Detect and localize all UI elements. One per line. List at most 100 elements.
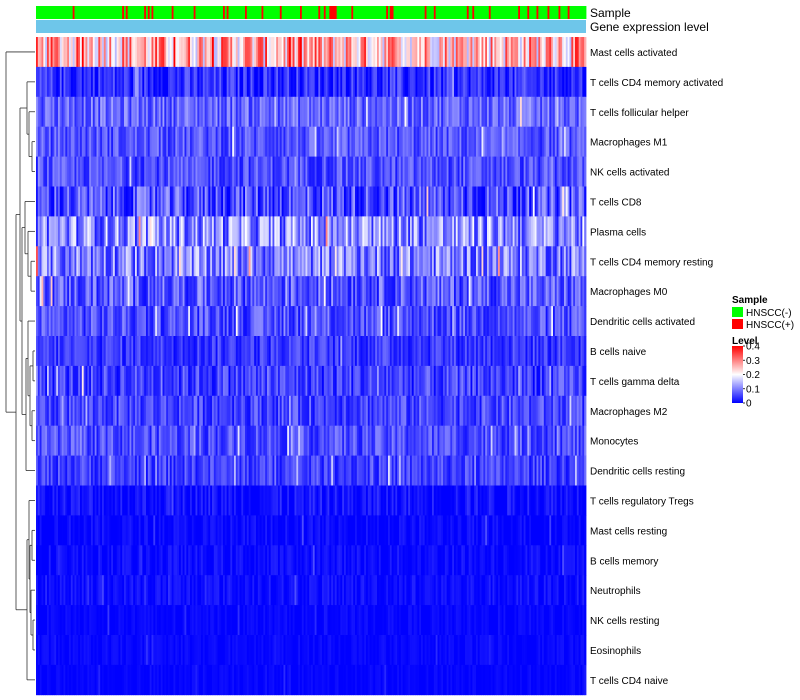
heatmap-cell [228,126,231,157]
heatmap-cell [41,37,44,68]
heatmap-cell [74,216,77,247]
heatmap-cell [342,365,345,397]
heatmap-cell [300,336,303,367]
heatmap-cell [499,66,503,98]
heatmap-cell [289,276,292,307]
heatmap-cell [573,156,576,187]
heatmap-cell [122,276,125,307]
sample-cell [545,6,548,19]
heatmap-cell [135,276,138,307]
heatmap-cell [400,156,404,187]
heatmap-cell [81,485,85,516]
heatmap-cell [133,66,136,98]
heatmap-cell [532,216,536,247]
heatmap-cell [514,246,517,277]
heatmap-cell [481,66,484,98]
heatmap-cell [565,425,569,456]
heatmap-cell [494,216,497,247]
heatmap-cell [230,276,233,307]
heatmap-cell [151,485,154,516]
sample-cell [197,6,200,19]
heatmap-cell [498,216,501,247]
heatmap-cell [466,246,470,277]
heatmap-cell [554,37,558,68]
sample-cell [298,6,301,19]
heatmap-cell [92,425,96,456]
heatmap-cell [267,216,270,247]
heatmap-cell [256,186,259,217]
heatmap-cell [380,216,383,247]
sample-cell [283,6,286,19]
heatmap-cell [217,485,220,516]
heatmap-cell [94,306,97,337]
heatmap-cell [63,365,66,397]
heatmap-cell [378,66,382,98]
heatmap-cell [210,246,213,277]
heatmap-cell [61,246,64,277]
heatmap-cell [208,276,211,307]
heatmap-cell [479,336,482,367]
heatmap-cell [584,276,587,307]
heatmap-cell [311,96,314,128]
heatmap-cell [59,395,63,427]
heatmap-cell [127,186,130,217]
heatmap-cell [50,186,53,217]
heatmap-cell [166,395,169,427]
heatmap-cell [230,126,233,157]
heatmap-cell [92,395,96,427]
heatmap-cell [389,336,393,367]
heatmap-cell [76,336,79,367]
heatmap-cell [228,455,231,486]
heatmap-cell [58,395,61,427]
heatmap-cell [342,126,345,157]
heatmap-cell [254,37,257,68]
heatmap-cell [76,156,79,187]
heatmap-cell [413,126,416,157]
heatmap-cell [91,455,94,486]
sample-cell [131,6,134,19]
heatmap-cell [80,276,83,307]
heatmap-cell [521,306,525,337]
heatmap-cell [235,126,239,157]
heatmap-cell [254,395,257,427]
heatmap-cell [562,66,565,98]
heatmap-cell [470,306,473,337]
heatmap-cell [565,455,569,486]
heatmap-cell [384,66,387,98]
heatmap-cell [98,126,101,157]
heatmap-cell [265,276,268,307]
heatmap-cell [195,186,198,217]
heatmap-cell [325,395,328,427]
heatmap-cell [122,66,125,98]
heatmap-cell [439,455,442,486]
heatmap-cell [351,276,354,307]
heatmap-cell [507,336,510,367]
heatmap-cell [364,395,367,427]
heatmap-cell [177,336,180,367]
heatmap-cell [578,425,581,456]
heatmap-cell [129,216,132,247]
heatmap-cell [514,276,517,307]
heatmap-cell [371,276,374,307]
heatmap-cell [516,216,519,247]
heatmap-cell [501,365,504,397]
heatmap-cell [140,246,143,277]
heatmap-cell [41,425,44,456]
heatmap-cell [461,156,464,187]
heatmap-cell [554,425,558,456]
heatmap-cell [355,37,358,68]
heatmap-cell [576,425,580,456]
heatmap-cell [518,306,521,337]
heatmap-cell [120,156,123,187]
heatmap-cell [127,37,130,68]
heatmap-cell [259,306,262,337]
heatmap-cell [235,37,239,68]
heatmap-cell [309,395,312,427]
heatmap-cell [290,246,294,277]
heatmap-cell [114,126,118,157]
heatmap-cell [316,37,319,68]
heatmap-cell [554,96,558,128]
heatmap-cell [237,216,240,247]
heatmap-cell [83,126,86,157]
heatmap-cell [56,425,59,456]
